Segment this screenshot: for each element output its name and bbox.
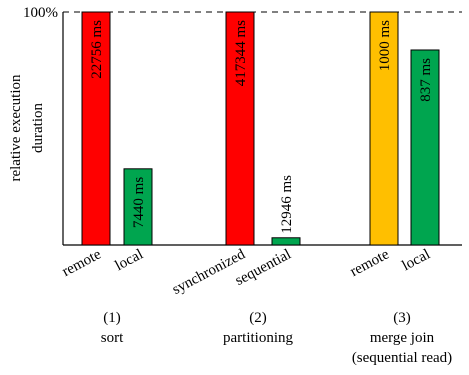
group-caption-1-line-2: sort	[101, 330, 124, 346]
bar-1-local	[123, 168, 153, 246]
y-axis-label: relative execution duration	[8, 74, 46, 182]
group-caption-3-line-2: merge join	[370, 330, 435, 346]
bar-value-label-2-synchronized: 417344 ms	[233, 20, 249, 86]
bar-2-synchronized	[225, 11, 255, 246]
bar-value-label-2-sequential: 12946 ms	[279, 175, 295, 234]
bar-3-remote	[369, 11, 399, 246]
bar-2-sequential	[271, 237, 301, 246]
group-caption-3-line-3: (sequential read)	[352, 350, 452, 366]
y-axis-label-line-1: relative execution	[8, 74, 24, 182]
bar-value-label-1-local: 7440 ms	[131, 177, 147, 228]
bar-1-remote	[81, 11, 111, 246]
category-label-3-local: local	[400, 246, 433, 274]
group-caption-1-line-1: (1)	[103, 310, 121, 326]
y-axis-label-line-2: duration	[30, 103, 46, 153]
bar-3-local	[410, 49, 440, 246]
category-label-1-remote: remote	[60, 246, 105, 280]
group-caption-3-line-1: (3)	[393, 310, 411, 326]
category-label-1-local: local	[113, 246, 146, 274]
bars-layer	[81, 11, 440, 246]
bar-value-label-1-remote: 22756 ms	[89, 20, 105, 79]
bar-value-label-3-remote: 1000 ms	[377, 20, 393, 71]
bar-value-label-3-local: 837 ms	[418, 58, 434, 102]
group-caption-2-line-2: partitioning	[223, 330, 293, 346]
reference-label: 100%	[23, 5, 58, 21]
group-caption-2-line-1: (2)	[249, 310, 267, 326]
category-label-3-remote: remote	[348, 246, 393, 280]
